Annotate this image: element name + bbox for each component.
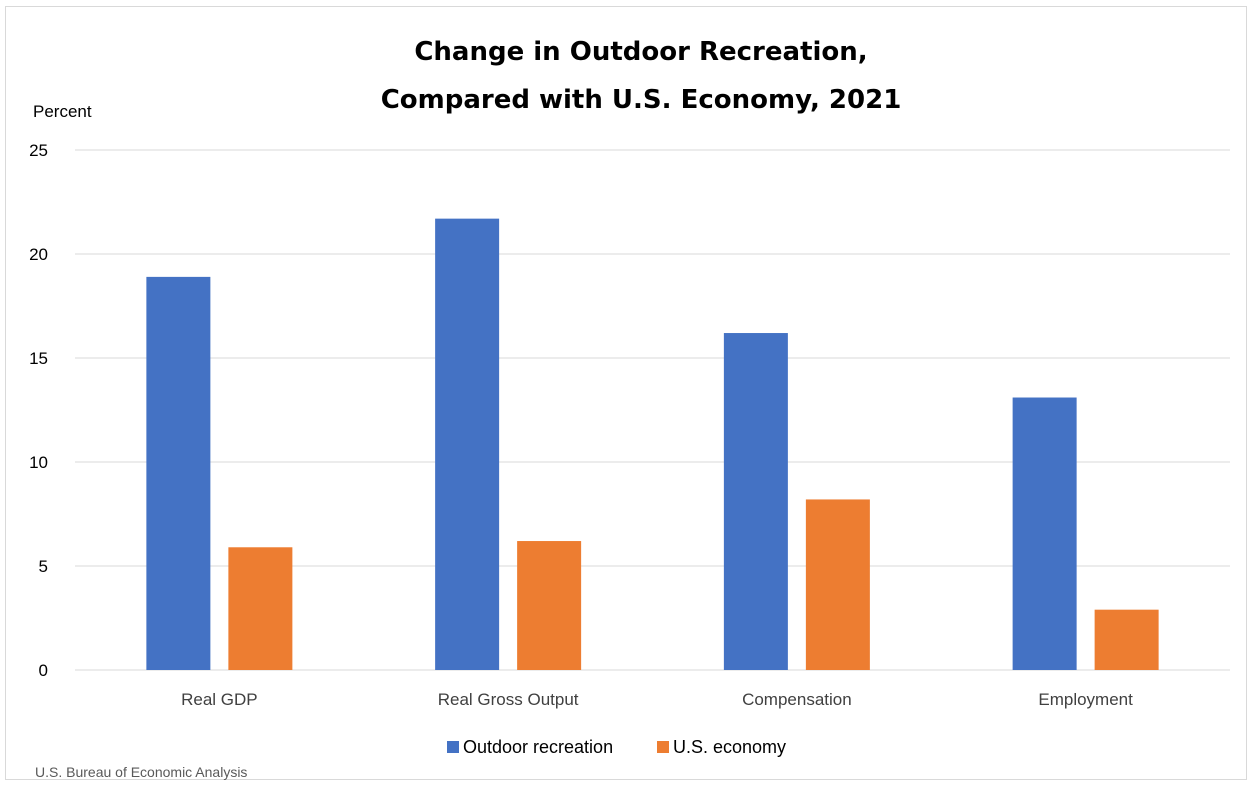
y-tick-label: 0: [39, 661, 48, 680]
y-tick-label: 20: [29, 245, 48, 264]
legend-label: Outdoor recreation: [463, 737, 613, 757]
chart-title-line-2: Compared with U.S. Economy, 2021: [381, 85, 902, 115]
bar-us-economy: [1094, 609, 1159, 670]
legend-label: U.S. economy: [673, 737, 786, 757]
bars: [146, 218, 1159, 670]
category-label: Employment: [1038, 690, 1133, 709]
legend: Outdoor recreation U.S. economy: [447, 737, 786, 757]
category-label: Real GDP: [181, 690, 258, 709]
bar-us-economy: [805, 499, 870, 670]
y-tick-label: 10: [29, 453, 48, 472]
bar-outdoor-recreation: [1012, 397, 1077, 670]
legend-swatch: [657, 741, 669, 753]
category-label: Real Gross Output: [438, 690, 579, 709]
y-tick-label: 25: [29, 141, 48, 160]
y-axis-label: Percent: [33, 102, 92, 121]
source-note: U.S. Bureau of Economic Analysis: [35, 764, 247, 780]
bar-outdoor-recreation: [146, 276, 211, 670]
chart-title-line-1: Change in Outdoor Recreation,: [414, 37, 867, 67]
y-tick-label: 15: [29, 349, 48, 368]
bar-us-economy: [228, 547, 293, 670]
bar-us-economy: [517, 541, 582, 670]
bar-outdoor-recreation: [435, 218, 500, 670]
category-label: Compensation: [742, 690, 852, 709]
bar-outdoor-recreation: [723, 333, 788, 670]
category-labels: Real GDP Real Gross Output Compensation Emp…: [181, 690, 1133, 709]
legend-swatch: [447, 741, 459, 753]
y-tick-label: 5: [39, 557, 48, 576]
y-tick-labels: 0 5 10 15 20 25: [29, 141, 48, 680]
